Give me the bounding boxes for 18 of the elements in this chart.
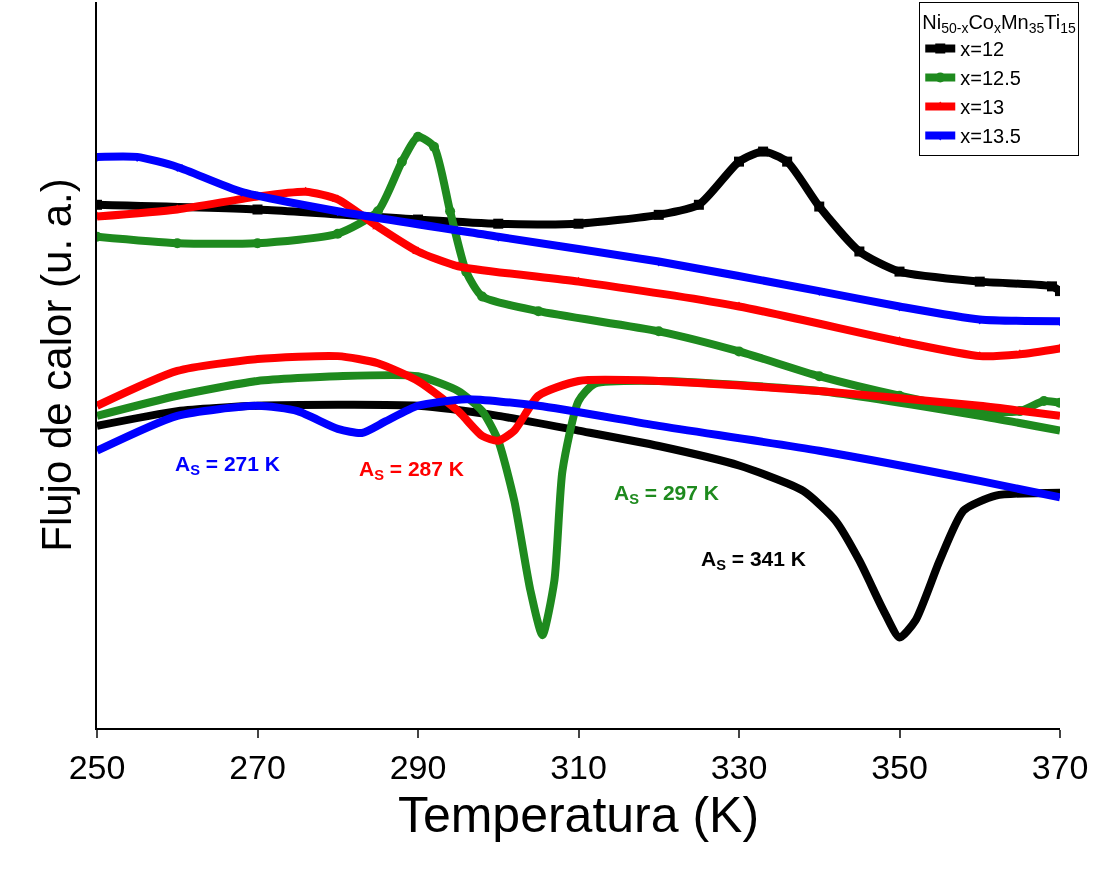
legend-label: x=12.5: [960, 67, 1021, 90]
legend-label: x=13: [960, 96, 1005, 119]
legend-title: Ni$_{50-x}$Co$_{x}$Mn$_{35}$Ti$_{15}$: [922, 11, 1077, 37]
y-axis-title: Flujo de calor (u. a.): [33, 178, 81, 552]
x-tick-label: 370: [1031, 747, 1089, 786]
x-tick-label: 310: [550, 747, 607, 786]
x-tick-label: 330: [710, 747, 768, 786]
annotation: A$_{S}$ = 341 K: [701, 547, 806, 574]
x-tick-label: 250: [68, 747, 126, 786]
legend-label: x=12: [960, 38, 1005, 61]
annotation: A$_{S}$ = 271 K: [175, 452, 280, 479]
annotation: A$_{S}$ = 287 K: [359, 457, 464, 484]
legend-label: x=13.5: [960, 125, 1021, 148]
x-tick-label: 290: [389, 747, 447, 786]
x-axis-title: Temperatura (K): [397, 786, 760, 843]
x-tick-label: 350: [871, 747, 928, 786]
annotation: A$_{S}$ = 297 K: [614, 481, 719, 508]
x-tick-label: 270: [229, 747, 286, 786]
